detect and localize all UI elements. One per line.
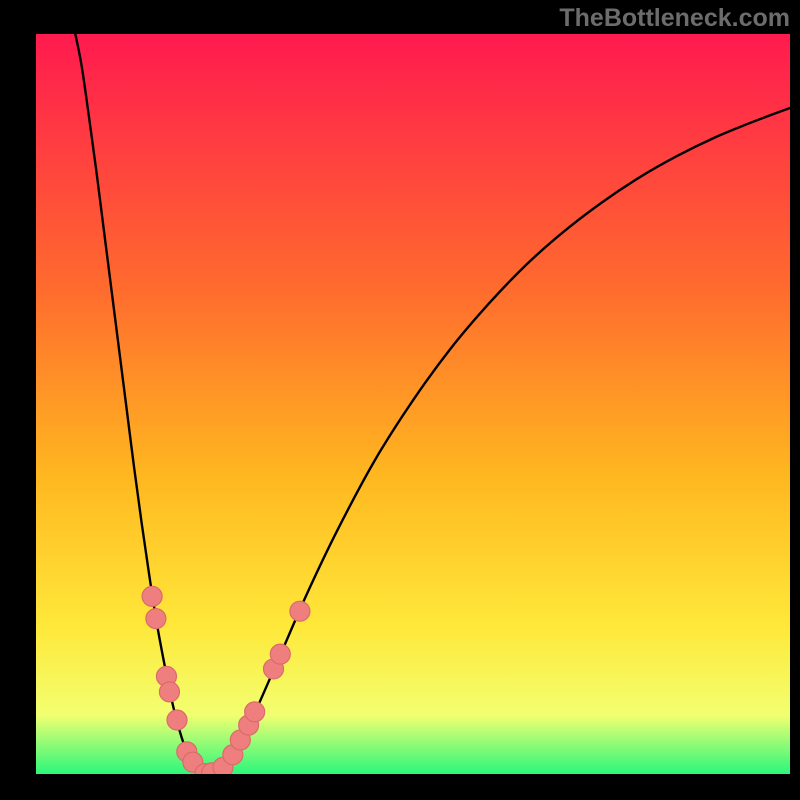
data-marker [146, 609, 166, 629]
data-marker [270, 644, 290, 664]
data-marker [167, 710, 187, 730]
data-marker [290, 601, 310, 621]
chart-plot-area [36, 34, 790, 774]
data-marker [159, 682, 179, 702]
watermark-text: TheBottleneck.com [559, 4, 790, 33]
data-marker [245, 702, 265, 722]
bottleneck-curve [36, 34, 790, 774]
data-marker [142, 586, 162, 606]
